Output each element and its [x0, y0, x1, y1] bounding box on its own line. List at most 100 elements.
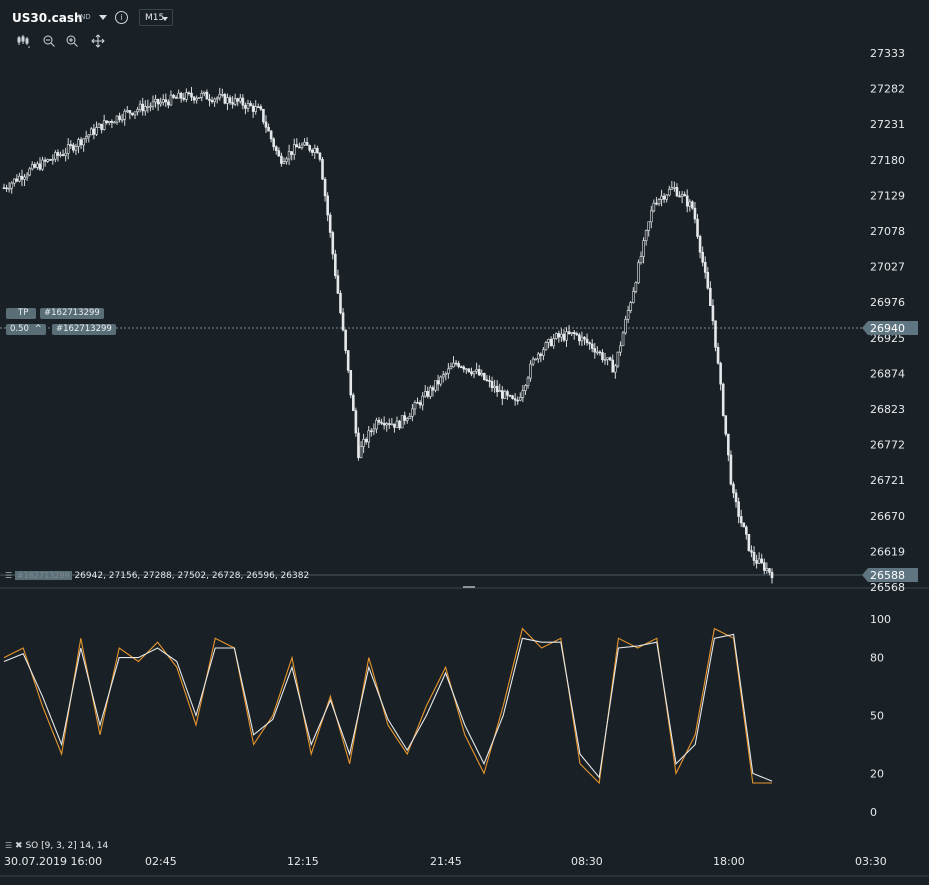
candle-body: [739, 516, 743, 524]
candle-body: [434, 380, 437, 391]
candle-body: [128, 110, 132, 114]
candle-body: [678, 195, 681, 198]
candle-body: [303, 142, 306, 146]
position-volume-tag[interactable]: 0.50 ^: [6, 324, 46, 335]
candle-body: [223, 94, 227, 104]
candle-body: [498, 390, 502, 393]
time-label: 18:00: [713, 855, 745, 868]
candle-body: [141, 103, 145, 112]
candle-body: [323, 178, 327, 197]
candle-body: [593, 348, 597, 353]
candle-body: [346, 350, 350, 371]
candle-body: [336, 275, 340, 294]
candle-body: [490, 380, 494, 389]
crosshair-icon[interactable]: [91, 34, 105, 48]
price-tick: 27027: [870, 261, 905, 274]
last-price-marker: 26588: [862, 568, 918, 582]
candle-body: [603, 359, 607, 361]
candle-body: [5, 187, 8, 190]
candle-body: [652, 202, 656, 212]
candle-body: [493, 385, 496, 389]
oscillator-tick: 20: [870, 767, 884, 780]
candle-body: [161, 99, 165, 103]
symbol-name[interactable]: US30.cash: [12, 11, 83, 25]
candle-body: [765, 568, 769, 571]
candle-body: [115, 115, 119, 123]
candle-body: [172, 94, 175, 98]
position-id-tag[interactable]: #162713299: [52, 324, 116, 335]
candle-body: [511, 395, 514, 400]
timeframe-value: M15: [145, 13, 165, 23]
candle-body: [318, 152, 322, 160]
candle-body: [596, 351, 599, 354]
zoom-in-icon[interactable]: [65, 34, 79, 48]
close-icon[interactable]: ✖: [15, 841, 23, 851]
zoom-out-icon[interactable]: [42, 34, 56, 48]
candle-body: [167, 101, 170, 106]
candle-body: [28, 168, 31, 176]
candle-body: [634, 282, 638, 292]
candle-body: [431, 387, 435, 391]
candle-body: [462, 366, 466, 370]
candle-body: [441, 374, 445, 378]
candle-body: [662, 195, 666, 200]
candle-body: [249, 103, 252, 107]
candle-body: [457, 363, 460, 367]
candle-body: [226, 97, 229, 104]
candle-body: [745, 526, 748, 535]
oscillator-tick: 0: [870, 806, 877, 819]
candle-body: [552, 338, 555, 347]
chevron-down-icon[interactable]: [99, 15, 107, 20]
candle-body: [665, 194, 668, 200]
candle-body: [421, 395, 424, 406]
tp-order-id[interactable]: #162713299: [40, 308, 104, 319]
chevron-up-icon[interactable]: ^: [34, 324, 42, 334]
candle-body: [382, 422, 386, 426]
bar-style-icon[interactable]: [16, 34, 30, 48]
price-tick: 26670: [870, 510, 905, 523]
candle-body: [149, 105, 152, 108]
candle-body: [72, 144, 75, 151]
candle-body: [534, 358, 537, 361]
stochastic-k-line: [3, 627, 772, 785]
oscillator-legend: ☰ ✖ SO [9, 3, 2] 14, 14: [5, 841, 108, 851]
candle-body: [118, 115, 121, 120]
candle-body: [685, 195, 689, 207]
candle-body: [138, 103, 142, 110]
candle-body: [477, 369, 481, 376]
candle-body: [120, 118, 124, 121]
timeframe-select[interactable]: M15: [139, 9, 173, 26]
oscillator-params: SO [9, 3, 2] 14, 14: [25, 841, 109, 851]
candle-body: [123, 110, 127, 120]
candle-body: [339, 292, 342, 314]
candle-body: [359, 446, 363, 458]
tp-order-tag[interactable]: TP: [6, 308, 37, 319]
legend-menu-icon[interactable]: ☰: [5, 571, 13, 580]
candle-body: [90, 128, 93, 136]
legend-menu-icon[interactable]: ☰: [5, 841, 13, 850]
candle-body: [33, 164, 37, 168]
candle-body: [192, 96, 196, 101]
candle-body: [326, 195, 329, 216]
candle-body: [74, 146, 78, 151]
price-tick: 27129: [870, 189, 905, 202]
position-id: #162713299: [56, 324, 112, 334]
time-axis-labels: 30.07.2019 16:00 02:45 12:15 21:45 08:30 18:0…: [4, 855, 887, 868]
info-icon[interactable]: i: [115, 11, 128, 24]
candle-body: [46, 159, 49, 162]
candle-body: [179, 92, 183, 99]
candle-body: [197, 97, 201, 99]
candle-body: [97, 123, 101, 128]
candle-body: [292, 144, 296, 155]
candle-body: [187, 92, 191, 94]
candle-body: [59, 154, 62, 156]
candle-body: [752, 552, 756, 561]
candle-body: [43, 159, 47, 162]
candle-body: [426, 391, 430, 397]
candle-body: [637, 262, 640, 284]
candle-body: [285, 158, 288, 162]
candle-body: [280, 155, 283, 164]
candle-body: [408, 415, 412, 420]
candle-body: [277, 150, 281, 157]
candle-body: [688, 201, 692, 207]
